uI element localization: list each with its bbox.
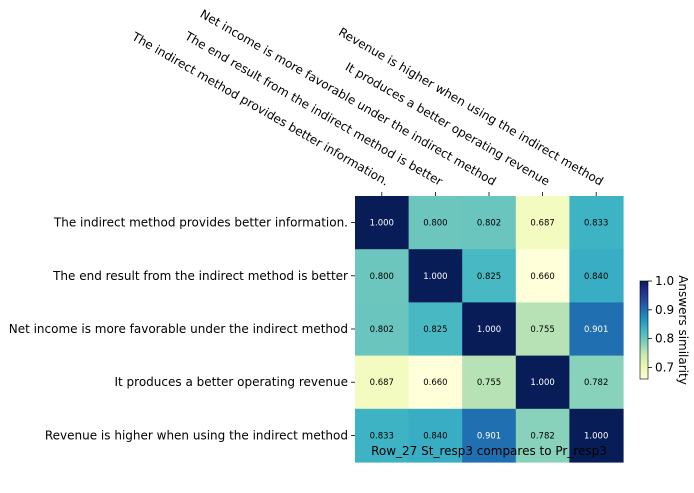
heatmap-cell	[569, 302, 624, 357]
heatmap-cell	[515, 302, 570, 357]
y-tick-label: It produces a better operating revenue	[114, 375, 348, 389]
colorbar-tick-label: 0.8	[655, 332, 674, 346]
cell-value-label: 0.782	[584, 378, 608, 388]
colorbar-label: Answers similarity	[676, 275, 690, 385]
cell-value-label: 0.833	[370, 431, 394, 441]
heatmap-cell	[462, 196, 517, 250]
heatmap-cell	[569, 196, 624, 250]
heatmap-cell	[355, 302, 410, 357]
colorbar-gradient	[640, 281, 648, 379]
cell-value-label: 0.800	[423, 219, 447, 229]
y-tick-label: The end result from the indirect method …	[52, 269, 348, 283]
cell-value-label: 0.840	[423, 431, 447, 441]
colorbar-tick-label: 1.0	[655, 274, 674, 288]
cell-value-label: 0.825	[423, 325, 447, 335]
cell-value-label: 0.782	[530, 431, 554, 441]
heatmap-cell	[408, 355, 463, 410]
heatmap-cell	[355, 196, 410, 250]
heatmap-cell	[408, 302, 463, 357]
heatmap-cell	[462, 302, 517, 357]
cell-value-label: 0.800	[370, 272, 394, 282]
colorbar-frame	[639, 280, 649, 380]
cell-value-label: 0.687	[370, 378, 394, 388]
heatmap-cell	[408, 249, 463, 303]
heatmap-cell	[515, 196, 570, 250]
x-tick-label: The end result from the indirect method …	[182, 29, 445, 189]
cell-value-label: 1.000	[423, 272, 447, 282]
heatmap-cell	[569, 408, 624, 463]
heatmap-cell	[355, 249, 410, 303]
cell-value-label: 1.000	[477, 325, 501, 335]
heatmap-cell	[408, 196, 463, 250]
colorbar-tick-label: 0.9	[655, 303, 674, 317]
cell-value-label: 0.825	[477, 272, 501, 282]
cell-value-label: 0.802	[370, 325, 394, 335]
cell-value-label: 1.000	[370, 219, 394, 229]
cell-value-label: 0.833	[584, 219, 608, 229]
cell-value-labels: 1.000 0.800 0.802 0.687 0.833 0.800 1.000 0.825…	[370, 219, 609, 442]
cell-value-label: 0.901	[584, 325, 608, 335]
colorbar-tick-label: 0.7	[655, 360, 674, 374]
heatmap-cell	[569, 355, 624, 410]
y-tick-label: Net income is more favorable under the i…	[9, 322, 348, 336]
heatmap-cell	[515, 355, 570, 410]
cell-value-label: 1.000	[530, 378, 554, 388]
x-axis-label: Row_27 St_resp3 compares to Pr_resp3	[371, 444, 607, 458]
heatmap-cell	[462, 408, 517, 463]
heatmap-cells	[355, 196, 624, 463]
cell-value-label: 0.660	[423, 378, 447, 388]
y-tick-label: Revenue is higher when using the indirec…	[45, 428, 348, 442]
heatmap-cell	[355, 408, 410, 463]
heatmap-cell	[515, 249, 570, 303]
heatmap-cell	[355, 355, 410, 410]
heatmap-cell	[462, 249, 517, 303]
x-axis-tick-labels: The indirect method provides better info…	[129, 7, 606, 196]
y-axis-tick-labels: The indirect method provides better info…	[9, 216, 355, 442]
cell-value-label: 0.755	[477, 378, 501, 388]
heatmap-cell	[462, 355, 517, 410]
cell-value-label: 0.687	[530, 219, 554, 229]
heatmap-cell	[408, 408, 463, 463]
y-tick-label: The indirect method provides better info…	[53, 216, 348, 230]
cell-value-label: 0.755	[530, 325, 554, 335]
cell-value-label: 0.840	[584, 272, 608, 282]
cell-value-label: 0.660	[530, 272, 554, 282]
cell-value-label: 0.802	[477, 219, 501, 229]
heatmap-cell	[569, 249, 624, 303]
cell-value-label: 1.000	[584, 431, 608, 441]
colorbar-ticks: 0.7 0.8 0.9 1.0	[639, 274, 674, 380]
heatmap-cell	[515, 408, 570, 463]
cell-value-label: 0.901	[477, 431, 501, 441]
colorbar: 0.7 0.8 0.9 1.0 Answers similarity	[639, 274, 690, 385]
